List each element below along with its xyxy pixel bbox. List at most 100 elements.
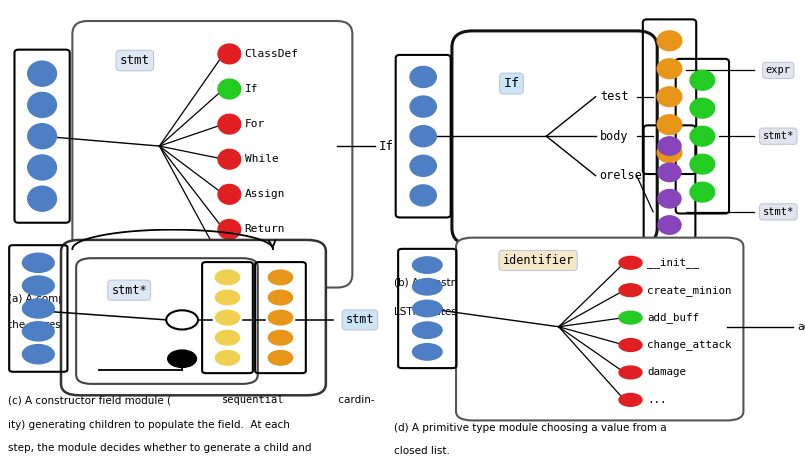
Circle shape — [23, 276, 54, 295]
Circle shape — [216, 351, 240, 365]
Text: Assign: Assign — [245, 189, 285, 199]
Text: stmt: stmt — [120, 54, 150, 67]
Circle shape — [410, 126, 436, 147]
Circle shape — [216, 270, 240, 285]
Circle shape — [167, 350, 196, 367]
Circle shape — [658, 242, 681, 260]
Text: If: If — [503, 77, 519, 90]
Circle shape — [218, 114, 241, 134]
Circle shape — [619, 284, 642, 297]
Circle shape — [218, 149, 241, 169]
Circle shape — [268, 351, 292, 365]
Circle shape — [23, 345, 54, 364]
Circle shape — [619, 256, 642, 269]
Circle shape — [690, 182, 715, 202]
Text: create_minion: create_minion — [647, 285, 732, 296]
Text: (c) A constructor field module (: (c) A constructor field module ( — [8, 395, 171, 405]
Text: test: test — [600, 90, 628, 103]
Circle shape — [218, 44, 241, 64]
Text: ClassDef: ClassDef — [245, 49, 299, 59]
Circle shape — [27, 186, 56, 211]
Circle shape — [23, 299, 54, 318]
Text: For: For — [245, 119, 265, 129]
Text: change_attack: change_attack — [647, 340, 732, 351]
FancyBboxPatch shape — [456, 238, 743, 420]
Circle shape — [218, 79, 241, 99]
Circle shape — [23, 253, 54, 272]
Circle shape — [216, 330, 240, 345]
Circle shape — [657, 115, 682, 134]
Circle shape — [690, 154, 715, 174]
Text: ...: ... — [245, 260, 265, 270]
Circle shape — [619, 311, 642, 324]
Circle shape — [216, 290, 240, 305]
Circle shape — [412, 322, 442, 338]
Text: cardin-: cardin- — [336, 395, 375, 405]
Text: stmt*: stmt* — [762, 131, 794, 141]
Circle shape — [412, 278, 442, 295]
Text: stmt*: stmt* — [111, 284, 147, 297]
Text: If: If — [245, 84, 258, 94]
Text: ...: ... — [647, 395, 667, 405]
Text: Return: Return — [245, 224, 285, 234]
Circle shape — [268, 290, 292, 305]
Text: ity) generating children to populate the field.  At each: ity) generating children to populate the… — [8, 420, 290, 430]
Circle shape — [268, 270, 292, 285]
Text: (b) A constructor module computing updated vertical: (b) A constructor module computing updat… — [394, 278, 673, 287]
FancyBboxPatch shape — [72, 21, 353, 287]
Circle shape — [690, 126, 715, 146]
Circle shape — [658, 163, 681, 181]
Text: add_buff: add_buff — [647, 312, 699, 323]
Circle shape — [268, 310, 292, 325]
Circle shape — [619, 339, 642, 351]
Circle shape — [410, 96, 436, 117]
FancyBboxPatch shape — [76, 258, 258, 384]
Circle shape — [658, 216, 681, 234]
Circle shape — [412, 344, 442, 360]
Text: closed list.: closed list. — [394, 446, 450, 456]
Circle shape — [218, 255, 241, 274]
Circle shape — [218, 219, 241, 239]
Circle shape — [268, 330, 292, 345]
Circle shape — [23, 322, 54, 341]
Circle shape — [410, 66, 436, 87]
Circle shape — [166, 310, 198, 329]
Text: the corresponding type.: the corresponding type. — [8, 320, 133, 330]
Text: stmt*: stmt* — [762, 207, 794, 217]
Text: orelse: orelse — [600, 169, 642, 182]
Text: expr: expr — [766, 65, 791, 75]
Circle shape — [658, 137, 681, 155]
Circle shape — [27, 61, 56, 86]
Circle shape — [27, 124, 56, 149]
Text: While: While — [245, 154, 279, 164]
Circle shape — [410, 155, 436, 176]
Circle shape — [216, 310, 240, 325]
Circle shape — [657, 59, 682, 79]
Circle shape — [658, 268, 681, 287]
Text: (d) A primitive type module choosing a value from a: (d) A primitive type module choosing a v… — [394, 423, 667, 433]
Circle shape — [690, 98, 715, 118]
Text: damage: damage — [647, 367, 686, 377]
Text: (a) A composite type module choosing a constructor for: (a) A composite type module choosing a c… — [8, 294, 300, 304]
Circle shape — [657, 87, 682, 106]
Circle shape — [619, 393, 642, 406]
Text: __init__: __init__ — [647, 257, 699, 268]
Text: step, the module decides whether to generate a child and: step, the module decides whether to gene… — [8, 443, 312, 453]
Circle shape — [412, 257, 442, 273]
Circle shape — [690, 70, 715, 90]
Text: add_buff: add_buff — [797, 321, 805, 332]
FancyBboxPatch shape — [452, 31, 657, 245]
Circle shape — [27, 155, 56, 180]
Text: LSTM states.: LSTM states. — [394, 307, 460, 317]
Circle shape — [657, 31, 682, 51]
Text: identifier: identifier — [502, 254, 574, 267]
FancyBboxPatch shape — [61, 240, 326, 395]
Text: sequential: sequential — [222, 395, 284, 405]
Text: If: If — [379, 139, 394, 153]
Text: stmt: stmt — [345, 314, 374, 326]
Circle shape — [657, 143, 682, 163]
Circle shape — [619, 366, 642, 379]
Text: body: body — [600, 130, 628, 143]
Circle shape — [658, 190, 681, 208]
Circle shape — [412, 300, 442, 317]
